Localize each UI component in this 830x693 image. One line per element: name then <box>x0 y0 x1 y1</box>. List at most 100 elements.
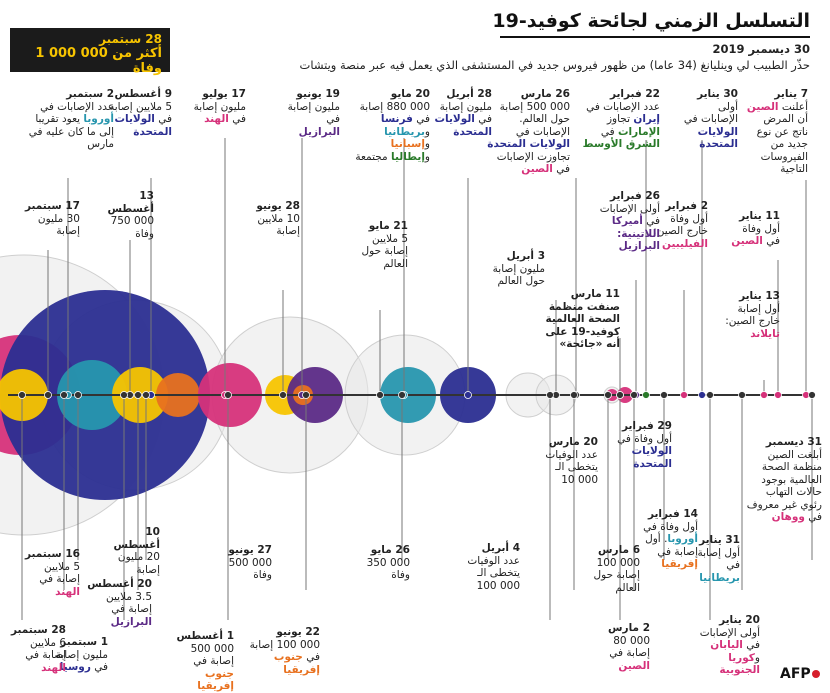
highlight-purple: البرازيل <box>298 125 340 138</box>
event-date: 29 فبراير <box>621 420 672 432</box>
event-dot <box>760 391 768 399</box>
highlight-teal: بريطانيا <box>699 571 740 584</box>
event-text: 000 80 إصابة في <box>609 634 650 660</box>
event-text: 5 ملايين إصابة في <box>39 560 80 586</box>
event-top-4: 2 فبراير أول وفاة خارج الصين: الفيليبين <box>646 200 708 250</box>
event-date: 28 يونيو <box>256 200 300 212</box>
event-text: أول وفاة في <box>617 432 672 445</box>
event-text: تجاوزت الإصابات في <box>496 150 570 176</box>
event-description: صنفت منظمة الصحة العالمية كوفيد-19 على أ… <box>540 301 620 351</box>
afp-logo: AFP <box>780 666 820 682</box>
highlight-green: الإمارات <box>617 125 660 138</box>
event-text: أول وفاة في <box>742 222 780 248</box>
event-date: 22 يونيو <box>276 626 320 638</box>
event-description: 000 880 إصابة في فرنسا وبريطانيا وإسباني… <box>350 101 430 164</box>
event-date: 20 أغسطس <box>87 578 152 590</box>
highlight-blue: الولايات المتحدة <box>434 113 493 138</box>
event-date: 20 يناير <box>719 614 760 626</box>
event-date: 27 يونيو <box>228 544 272 556</box>
highlight-orange: إفريقيا <box>661 558 698 570</box>
event-top-1: 11 يناير أول وفاة في الصين <box>730 210 780 248</box>
event-date: 16 سبتمبر <box>24 548 80 560</box>
event-top-8: 26 مارس 000 500 إصابة حول العالم. الإصابا… <box>484 88 570 176</box>
event-date: 11 مارس <box>570 288 620 300</box>
intro-text: حذّر الطبيب لي وينليانغ (34 عاما) من ظهو… <box>299 58 810 72</box>
event-description: أولى الإصابات في أميركا اللاتينية: البرا… <box>590 203 660 253</box>
event-top-18: 2 سبتمبر عدد الإصابات في أوروبا يعود تقري… <box>28 88 114 151</box>
event-description: 5 ملايين إصابة حول العالم <box>346 233 408 271</box>
event-text: مليون إصابة في <box>193 100 246 126</box>
event-description: 000 80 إصابة في الصين <box>590 635 650 673</box>
event-description: 30 مليون إصابة <box>24 213 80 238</box>
highlight-blue: الولايات المتحدة <box>631 445 672 470</box>
event-text: . أول إصابة في <box>645 533 698 558</box>
event-top-2: 13 يناير أول إصابة خارج الصين: تايلاند <box>722 290 780 340</box>
event-bottom-12: 1 أغسطس 000 500 إصابة في جنوب إفريقيا <box>166 630 235 693</box>
event-dot <box>738 391 746 399</box>
event-date: 6 مارس <box>598 544 640 556</box>
event-description: 000 350 وفاة <box>354 557 410 582</box>
event-text: تجاوز <box>606 113 634 125</box>
event-description: مليون إصابة في الولايات المتحدة <box>430 101 493 139</box>
event-description: أول وفاة في الصين <box>730 223 780 248</box>
event-top-3: 30 يناير أولى الإصابات في الولايات المتحد… <box>682 88 738 151</box>
event-dot <box>44 391 52 399</box>
event-date: 26 مايو <box>370 544 410 556</box>
event-date: 20 مارس <box>548 436 598 448</box>
event-date: 2 سبتمبر <box>66 88 114 100</box>
event-date: 30 يناير <box>697 88 738 100</box>
afp-logo-dot <box>811 670 820 678</box>
event-bottom-10: 22 يونيو 000 100 إصابة في جنوب إفريقيا <box>244 626 320 676</box>
event-description: أول إصابة في بريطانيا <box>688 547 740 585</box>
event-text: مليون إصابة في <box>287 100 340 126</box>
event-top-16: 9 أغسطس 5 ملايين إصابة في الولايات المتحد… <box>106 88 172 138</box>
event-date: 17 يوليو <box>202 88 246 100</box>
highlight-pink: تايلاند <box>750 327 780 340</box>
event-bottom-8: 4 أبريل عدد الوفيات يتخطى الـ 000 100 <box>458 542 520 592</box>
event-bottom-7: 20 مارس عدد الوفيات يتخطى الـ 000 10 <box>542 436 598 486</box>
highlight-blue: روسيا <box>59 661 91 673</box>
event-dot <box>134 391 142 399</box>
afp-logo-text: AFP <box>780 666 811 682</box>
highlight-blue: إيران <box>633 113 660 125</box>
event-text: مليون إصابة حول العالم <box>492 262 545 288</box>
event-top-19: 17 سبتمبر 30 مليون إصابة <box>24 200 80 238</box>
event-description: عدد الوفيات يتخطى الـ 000 100 <box>458 555 520 593</box>
highlight-teal: أوروبا <box>667 533 698 545</box>
event-description: 3.5 ملايين إصابة في البرازيل <box>80 591 152 629</box>
event-text: أول إصابة في <box>697 546 740 572</box>
page-title: التسلسل الزمني لجائحة كوفيد-19 <box>492 10 810 32</box>
event-dot <box>120 391 128 399</box>
event-top-12: 21 مايو 5 ملايين إصابة حول العالم <box>346 220 408 270</box>
event-dot <box>464 391 472 399</box>
event-bottom-3: 14 فبراير أول وفاة في أوروبا. أول إصابة ف… <box>636 508 698 571</box>
event-description: عدد الإصابات في أوروبا يعود تقريبا إلى م… <box>28 101 114 151</box>
event-bottom-0: 31 ديسمبر أبلغت الصين منظمة الصحة العالمي… <box>744 436 822 524</box>
event-top-15: 17 يوليو مليون إصابة في الهند <box>188 88 246 126</box>
event-top-13: 19 يونيو مليون إصابة في البرازيل <box>284 88 340 138</box>
highlight-purple: البرازيل <box>110 615 152 628</box>
event-date: 7 يناير <box>774 88 808 100</box>
event-description: أولى الإصابات في الولايات المتحدة <box>682 101 738 151</box>
event-text: 000 880 إصابة في <box>359 100 430 126</box>
highlight-pink: الصين <box>618 659 650 672</box>
event-description: 5 ملايين إصابة في الولايات المتحدة <box>106 101 172 139</box>
highlight-orange: جنوب إفريقيا <box>273 651 320 676</box>
event-bottom-13: 10 أغسطس 20 مليون إصابة <box>98 526 160 576</box>
event-text: يعود تقريبا إلى ما كان عليه في مارس <box>28 113 114 150</box>
event-bottom-9: 26 مايو 000 350 وفاة <box>354 544 410 582</box>
highlight-blue: الولايات المتحدة <box>487 138 570 150</box>
highlight-pink: الهند <box>55 585 80 598</box>
event-text: 5 ملايين إصابة في <box>109 100 172 126</box>
event-top-0: 7 يناير أعلنت الصين أن المرض ناتج عن نوع … <box>746 88 808 176</box>
event-bottom-17: 28 سبتمبر 6 ملايين إصابة في الهند <box>4 624 66 674</box>
event-date: 22 فبراير <box>609 88 660 100</box>
highlight-pink: الهند <box>204 113 229 125</box>
event-dot <box>616 391 624 399</box>
event-description: أول وفاة خارج الصين: الفيليبين <box>646 213 708 251</box>
highlight-pink: اليابان <box>710 639 743 651</box>
event-dot <box>398 391 406 399</box>
event-dot <box>302 391 310 399</box>
event-text: 10 ملايين إصابة <box>257 212 300 238</box>
event-dot <box>376 391 384 399</box>
